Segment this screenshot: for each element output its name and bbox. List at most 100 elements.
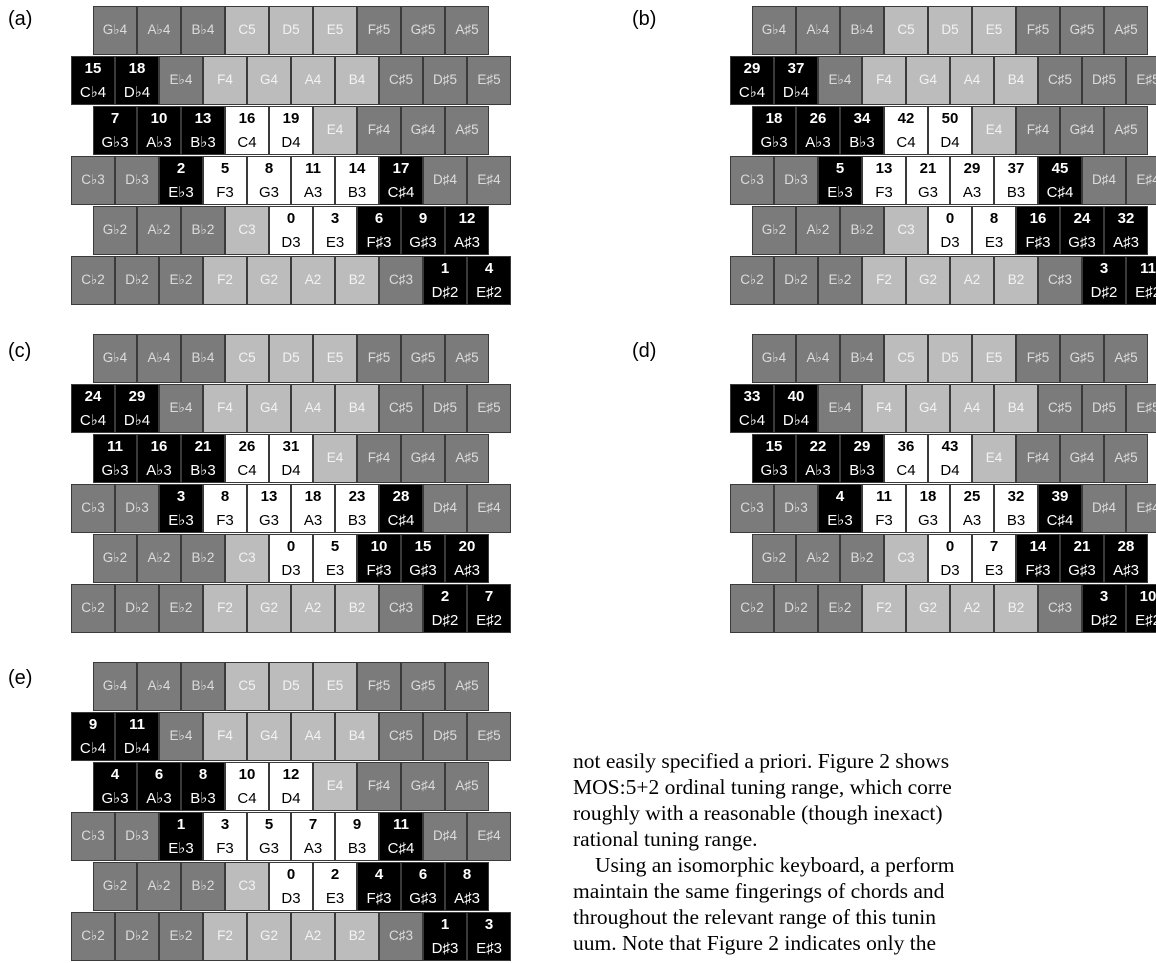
key: G♭4 <box>93 6 137 55</box>
step-number: 21 <box>919 160 937 177</box>
note-name: B♭4 <box>191 350 215 365</box>
key: 29 A3 <box>950 156 994 205</box>
key: D♭3 <box>774 484 818 533</box>
note-name: B2 <box>348 600 366 615</box>
key: A4 <box>291 384 335 433</box>
note-name: E5 <box>326 678 344 693</box>
step-number: 1 <box>440 260 450 277</box>
key: G♭2 <box>752 534 796 583</box>
note-name: D3 <box>940 562 960 579</box>
key: D♯5 <box>423 384 467 433</box>
note-name: D♭2 <box>125 600 149 615</box>
note-name: G4 <box>918 400 937 415</box>
key: 22 A♭3 <box>796 434 840 483</box>
note-name: D♭2 <box>784 272 808 287</box>
note-name: C♭2 <box>81 600 105 615</box>
key: D5 <box>269 662 313 711</box>
note-name: E♯5 <box>1136 72 1156 87</box>
key: G♭2 <box>752 206 796 255</box>
note-name: E♭3 <box>168 184 194 201</box>
note-name: A♯5 <box>1114 122 1138 137</box>
note-name: F♯3 <box>1025 562 1051 579</box>
key: 4 E♭3 <box>818 484 862 533</box>
note-name: G♭2 <box>761 550 787 565</box>
step-number: 8 <box>198 766 208 783</box>
note-name: C♭2 <box>740 600 764 615</box>
key: 9 B3 <box>335 812 379 861</box>
note-name: A♭4 <box>147 678 171 693</box>
note-name: G2 <box>918 600 937 615</box>
note-name: G2 <box>259 928 278 943</box>
note-name: D♭3 <box>784 500 808 515</box>
note-name: E3 <box>325 890 345 907</box>
step-number: 4 <box>374 866 384 883</box>
key: D5 <box>928 334 972 383</box>
step-number: 26 <box>809 110 827 127</box>
key: 2 E3 <box>313 862 357 911</box>
note-name: E5 <box>985 350 1003 365</box>
note-name: F♯5 <box>1026 22 1050 37</box>
key: D♭3 <box>115 812 159 861</box>
note-name: C4 <box>237 134 257 151</box>
key: A2 <box>291 912 335 961</box>
step-number: 14 <box>348 160 366 177</box>
text-line: throughout the relevant range of this tu… <box>573 905 937 929</box>
note-name: D♭2 <box>784 600 808 615</box>
step-number: 43 <box>941 438 959 455</box>
note-name: D5 <box>941 22 959 37</box>
step-number: 13 <box>260 488 278 505</box>
key: F♯5 <box>1016 6 1060 55</box>
key: 0 D3 <box>269 206 313 255</box>
key: C5 <box>884 334 928 383</box>
key: A♯5 <box>445 434 489 483</box>
note-name: C♭3 <box>740 172 764 187</box>
key: E♭4 <box>159 712 203 761</box>
key: 1 E♭3 <box>159 812 203 861</box>
note-name: F3 <box>216 184 234 201</box>
text-line: roughly with a reasonable (though inexac… <box>573 801 943 825</box>
step-number: 18 <box>765 110 783 127</box>
key: B4 <box>994 56 1038 105</box>
note-name: A♭2 <box>806 550 830 565</box>
note-name: C♯5 <box>388 72 413 87</box>
note-name: B♭2 <box>191 550 215 565</box>
key: C♯3 <box>379 256 423 305</box>
key: 40 D♭4 <box>774 384 818 433</box>
key: 36 C4 <box>884 434 928 483</box>
key: D♯4 <box>423 812 467 861</box>
key: F2 <box>862 584 906 633</box>
key: 21 B♭3 <box>181 434 225 483</box>
note-name: G♭3 <box>760 462 788 479</box>
key: F♯5 <box>357 334 401 383</box>
key: B4 <box>335 712 379 761</box>
step-number: 16 <box>1029 210 1047 227</box>
note-name: B♭2 <box>191 222 215 237</box>
note-name: F♯4 <box>1026 122 1050 137</box>
key: 11 D♭4 <box>115 712 159 761</box>
note-name: C♭4 <box>79 84 107 101</box>
note-name: A♯5 <box>1114 22 1138 37</box>
key: 4 G♭3 <box>93 762 137 811</box>
key: 3 E3 <box>313 206 357 255</box>
key: B♭4 <box>181 334 225 383</box>
step-number: 26 <box>238 438 256 455</box>
step-number: 4 <box>110 766 120 783</box>
key: C♯3 <box>1038 256 1082 305</box>
step-number: 28 <box>392 488 410 505</box>
note-name: A♭3 <box>805 134 831 151</box>
key: D♭2 <box>115 584 159 633</box>
note-name: D♯4 <box>432 500 457 515</box>
key: E♭4 <box>159 384 203 433</box>
key: B4 <box>335 384 379 433</box>
key: 24 G♯3 <box>1060 206 1104 255</box>
note-name: F♯4 <box>367 778 391 793</box>
key: F♯4 <box>357 434 401 483</box>
note-name: D♯5 <box>1091 72 1116 87</box>
step-number: 5 <box>330 538 340 555</box>
note-name: A♭4 <box>147 350 171 365</box>
note-name: B♭2 <box>850 550 874 565</box>
note-name: F♯5 <box>1026 350 1050 365</box>
note-name: F♯3 <box>366 890 392 907</box>
key: B♭4 <box>181 662 225 711</box>
step-number: 18 <box>919 488 937 505</box>
